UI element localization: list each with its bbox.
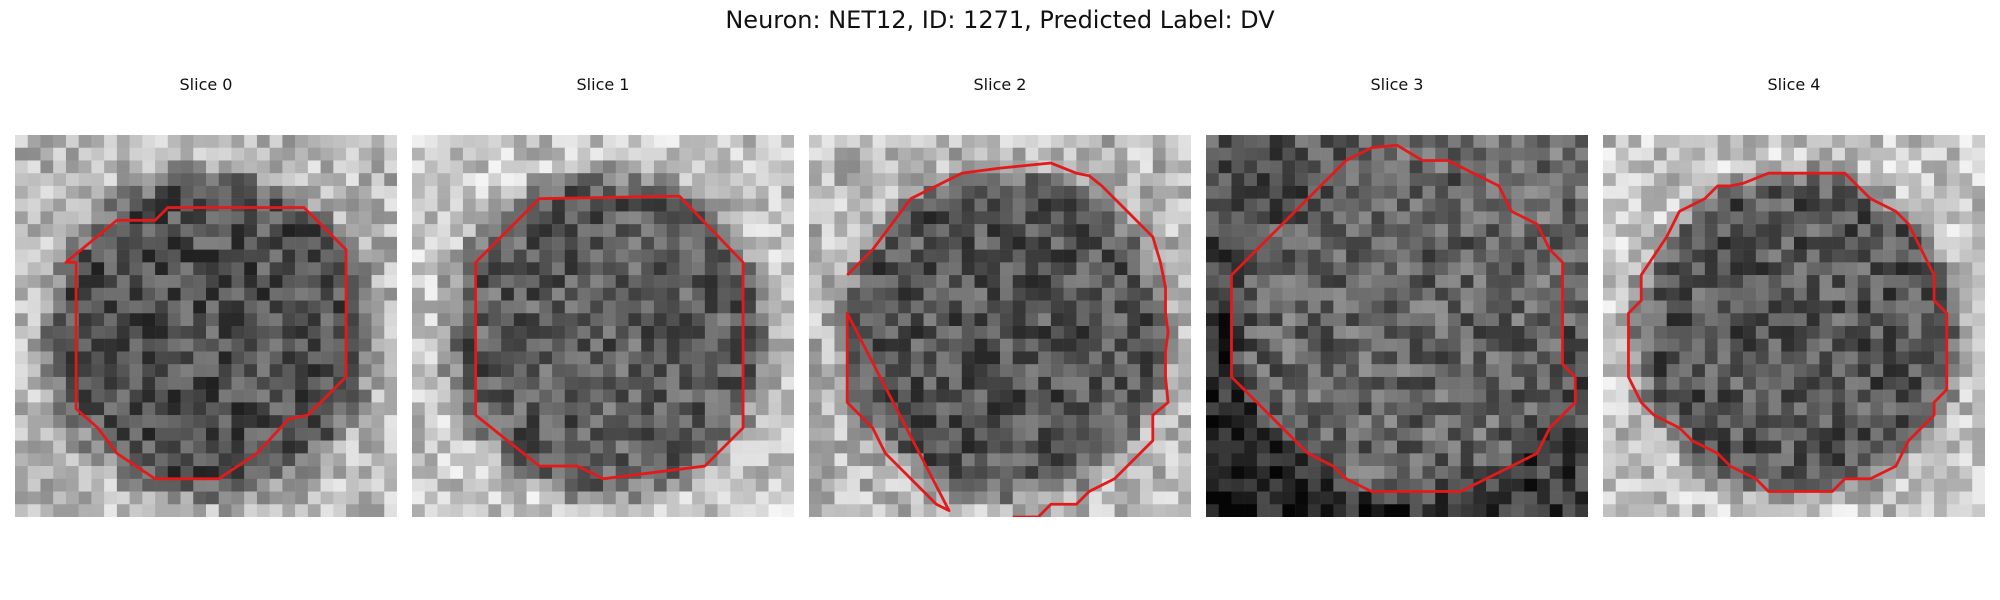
segmentation-contour (64, 206, 348, 481)
slice-image (1603, 135, 1985, 517)
slice-title: Slice 3 (1370, 75, 1424, 94)
slice-pixel-grid (15, 135, 397, 517)
slice-image (412, 135, 794, 517)
segmentation-contour (845, 161, 1170, 517)
figure-title: Neuron: NET12, ID: 1271, Predicted Label… (725, 6, 1275, 34)
slice-pixel-grid (412, 135, 794, 517)
slice-title: Slice 2 (973, 75, 1027, 94)
slice-image (809, 135, 1191, 517)
slice-image (1206, 135, 1588, 517)
slice-title: Slice 0 (179, 75, 233, 94)
slice-image (15, 135, 397, 517)
slice-title: Slice 1 (576, 75, 630, 94)
slice-pixel-grid (1603, 135, 1985, 517)
slice-pixel-grid (809, 135, 1191, 517)
segmentation-contour (1627, 171, 1949, 493)
segmentation-contour (1230, 143, 1577, 493)
slice-title: Slice 4 (1767, 75, 1821, 94)
slice-pixel-grid (1206, 135, 1588, 517)
segmentation-contour (474, 194, 745, 481)
